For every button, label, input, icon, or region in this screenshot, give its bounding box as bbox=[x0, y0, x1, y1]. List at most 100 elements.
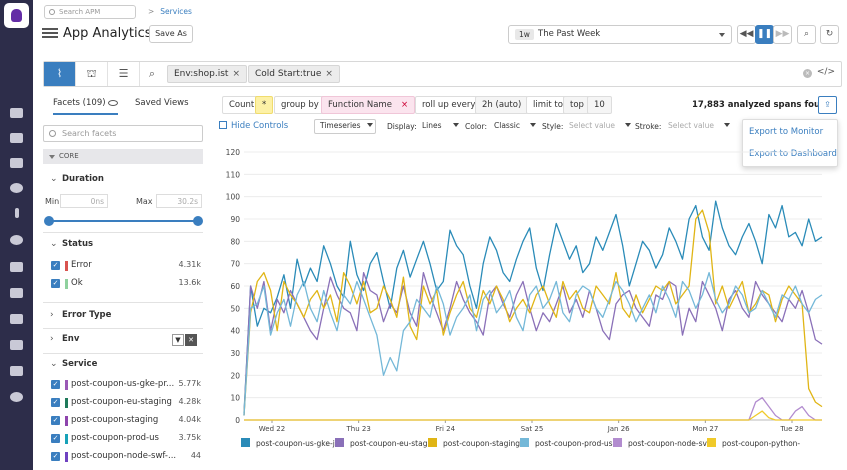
rewind-icon[interactable]: ◀◀ bbox=[737, 25, 756, 44]
series-line[interactable] bbox=[244, 410, 822, 421]
monitor-icon[interactable] bbox=[10, 133, 23, 143]
service-row[interactable]: ✓ post-coupon-node-swf-... 44 bbox=[51, 451, 201, 463]
legend-label: post-coupon-node-sv bbox=[628, 439, 707, 448]
refresh-icon[interactable]: ↻ bbox=[820, 25, 839, 44]
series-line[interactable] bbox=[243, 200, 823, 414]
series-line[interactable] bbox=[243, 209, 823, 416]
list-view-icon[interactable]: ☰ bbox=[108, 62, 140, 86]
core-section-header[interactable]: CORE bbox=[43, 149, 203, 164]
clear-query-icon[interactable]: × bbox=[803, 69, 812, 78]
checkbox[interactable]: ✓ bbox=[51, 380, 60, 389]
checkbox[interactable]: ✓ bbox=[51, 452, 60, 461]
forward-icon[interactable]: ▶▶ bbox=[773, 25, 792, 44]
save-as-button[interactable]: Save As bbox=[149, 25, 193, 43]
logo-icon[interactable] bbox=[4, 3, 29, 28]
style-select[interactable]: Select value bbox=[569, 121, 632, 130]
export-icon[interactable]: ⇪ bbox=[818, 96, 837, 114]
series-line[interactable] bbox=[244, 397, 822, 421]
logs-icon[interactable] bbox=[10, 288, 23, 298]
facet-service-header[interactable]: ⌄ Service bbox=[43, 359, 203, 375]
integrations-icon[interactable] bbox=[10, 262, 23, 272]
rollup-select[interactable]: 2h (auto) bbox=[475, 96, 529, 114]
filter-icon[interactable]: ▼ bbox=[172, 334, 184, 346]
visualization-select[interactable]: Timeseries bbox=[320, 121, 373, 130]
legend-item[interactable]: post-coupon-python- bbox=[707, 438, 800, 448]
checkbox[interactable]: ✓ bbox=[51, 416, 60, 425]
aggregation-count[interactable]: Count bbox=[222, 96, 262, 114]
checkbox[interactable]: ✓ bbox=[51, 434, 60, 443]
timeseries-view-icon[interactable]: ⌇ bbox=[44, 62, 76, 86]
breadcrumb[interactable]: > Services bbox=[148, 7, 192, 16]
tab-saved-views[interactable]: Saved Views bbox=[135, 98, 189, 108]
series-line[interactable] bbox=[243, 271, 823, 416]
facet-status-header[interactable]: ⌄ Status bbox=[43, 239, 203, 255]
security-icon[interactable] bbox=[10, 366, 23, 376]
legend-label: post-coupon-eu-stagi bbox=[350, 439, 430, 448]
time-range-select[interactable]: 1w The Past Week bbox=[508, 25, 732, 44]
color-value: Classic bbox=[494, 121, 520, 130]
export-to-dashboard-item[interactable]: Export to Dashboard bbox=[749, 149, 837, 159]
close-icon[interactable]: × bbox=[232, 69, 240, 79]
facet-env-header[interactable]: › Env bbox=[43, 334, 203, 350]
export-to-monitor-item[interactable]: Export to Monitor bbox=[749, 127, 824, 137]
binoculars-icon[interactable] bbox=[10, 108, 23, 118]
menu-icon[interactable] bbox=[42, 28, 58, 40]
service-row[interactable]: ✓ post-coupon-us-gke-pr... 5.77k bbox=[51, 379, 201, 391]
checkbox[interactable]: ✓ bbox=[51, 398, 60, 407]
network-icon[interactable] bbox=[10, 340, 23, 350]
checkbox[interactable]: ✓ bbox=[51, 261, 60, 270]
legend-swatch bbox=[335, 438, 344, 447]
legend-item[interactable]: post-coupon-prod-us bbox=[520, 438, 613, 448]
visualization-select-box[interactable] bbox=[314, 119, 376, 134]
duration-slider-track[interactable] bbox=[49, 220, 198, 222]
query-chip-cold-start[interactable]: Cold Start:true × bbox=[248, 65, 340, 83]
status-row-error[interactable]: ✓ Error 4.31k bbox=[51, 260, 201, 272]
checkbox[interactable]: ✓ bbox=[51, 279, 60, 288]
breadcrumb-services[interactable]: Services bbox=[160, 7, 192, 16]
legend-item[interactable]: post-coupon-us-gke-j bbox=[241, 438, 335, 448]
apm-search-input[interactable]: Search APM bbox=[44, 5, 136, 19]
close-icon[interactable]: × bbox=[400, 100, 409, 110]
rum-icon[interactable] bbox=[10, 392, 23, 402]
hide-controls-link[interactable]: Hide Controls bbox=[219, 121, 288, 131]
facet-title: Service bbox=[62, 359, 98, 369]
duration-min-field[interactable]: 0ns bbox=[60, 194, 108, 208]
facet-error-type-header[interactable]: › Error Type bbox=[43, 310, 203, 326]
legend-item[interactable]: post-coupon-staging bbox=[428, 438, 520, 448]
toplist-view-icon[interactable]: ⛫ bbox=[76, 62, 108, 86]
service-count: 44 bbox=[190, 451, 201, 460]
tab-facets[interactable]: Facets (109) bbox=[53, 98, 118, 115]
query-chip-env[interactable]: Env:shop.ist × bbox=[167, 65, 247, 83]
duration-max-field[interactable]: 30.2s bbox=[156, 194, 202, 208]
series-line[interactable] bbox=[243, 271, 823, 416]
zoom-icon[interactable]: ⌕ bbox=[797, 25, 816, 44]
dashboard-icon[interactable] bbox=[10, 158, 23, 168]
synthetics-icon[interactable] bbox=[10, 314, 23, 324]
close-icon[interactable]: × bbox=[325, 69, 333, 79]
limit-count-input[interactable]: 10 bbox=[587, 96, 612, 114]
color-select[interactable]: Classic bbox=[494, 121, 536, 130]
stroke-select[interactable]: Select value bbox=[668, 121, 731, 130]
infrastructure-icon[interactable] bbox=[10, 183, 23, 193]
display-select[interactable]: Lines bbox=[422, 121, 459, 130]
remove-icon[interactable]: ✕ bbox=[185, 334, 197, 346]
alert-icon[interactable] bbox=[15, 208, 19, 218]
legend-item[interactable]: post-coupon-node-sv bbox=[613, 438, 707, 448]
measure-star[interactable]: * bbox=[255, 96, 274, 114]
service-row[interactable]: ✓ post-coupon-prod-us 3.75k bbox=[51, 433, 201, 445]
limit-top-select[interactable]: top bbox=[563, 96, 591, 114]
facet-duration-header[interactable]: ⌄ Duration bbox=[43, 174, 203, 190]
status-row-ok[interactable]: ✓ Ok 13.6k bbox=[51, 278, 201, 290]
apm-icon[interactable] bbox=[10, 235, 23, 245]
timeseries-chart[interactable]: 0 10 20 30 40 50 60 70 80 90 100 110 120 Wed 22 Thu 2… bbox=[222, 140, 842, 440]
duration-slider-max-handle[interactable] bbox=[193, 216, 203, 226]
code-icon[interactable]: </> bbox=[816, 67, 835, 77]
facet-search-input[interactable]: Search facets bbox=[43, 125, 203, 142]
group-by-facet[interactable]: Function Name × bbox=[321, 96, 416, 114]
service-row[interactable]: ✓ post-coupon-staging 4.04k bbox=[51, 415, 201, 427]
pause-icon[interactable]: ❚❚ bbox=[755, 25, 774, 44]
service-row[interactable]: ✓ post-coupon-eu-staging 4.28k bbox=[51, 397, 201, 409]
eye-icon[interactable] bbox=[107, 99, 118, 106]
duration-slider-min-handle[interactable] bbox=[44, 216, 54, 226]
legend-item[interactable]: post-coupon-eu-stagi bbox=[335, 438, 430, 448]
